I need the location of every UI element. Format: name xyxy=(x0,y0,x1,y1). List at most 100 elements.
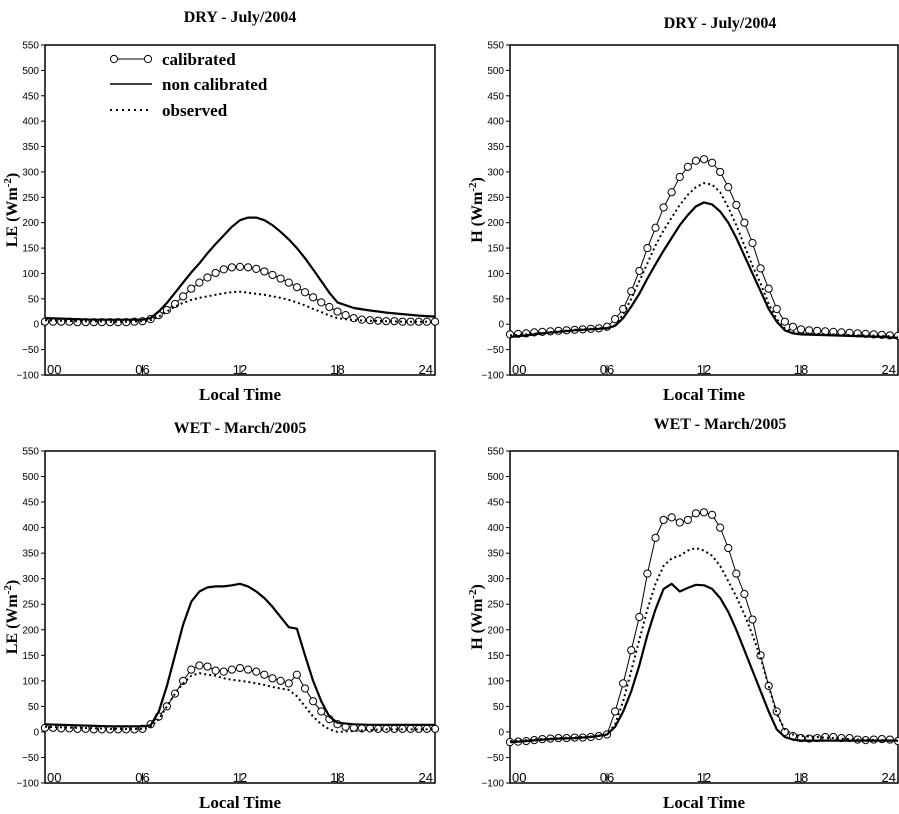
y-tick-label: −50 xyxy=(22,345,39,356)
x-tick-label: 00 xyxy=(47,770,61,785)
y-tick-label: 100 xyxy=(22,676,39,687)
data-point-calibrated xyxy=(699,508,709,517)
y-tick-label: 300 xyxy=(487,574,504,585)
y-tick-label: 400 xyxy=(487,117,504,128)
legend-label: calibrated xyxy=(162,50,236,69)
data-point-calibrated xyxy=(187,284,196,293)
data-point-calibrated xyxy=(659,515,668,525)
x-axis-label: Local Time xyxy=(199,793,281,812)
data-point-calibrated xyxy=(764,284,773,293)
y-tick-label: 450 xyxy=(487,498,504,509)
data-point-calibrated xyxy=(227,665,236,674)
series-line-calibrated xyxy=(45,266,435,323)
data-point-calibrated xyxy=(179,676,188,685)
x-tick-label: 24 xyxy=(419,770,433,785)
y-tick-label: 550 xyxy=(22,447,39,458)
data-point-calibrated xyxy=(317,298,326,307)
data-point-calibrated xyxy=(406,724,415,733)
chart-title: DRY - July/2004 xyxy=(184,9,297,26)
data-point-calibrated xyxy=(643,243,652,253)
y-tick-label: 0 xyxy=(498,320,504,331)
data-point-calibrated xyxy=(732,200,741,210)
legend-item-observed: observed xyxy=(110,101,228,120)
data-point-calibrated xyxy=(610,315,620,324)
y-tick-label: 350 xyxy=(487,549,504,560)
y-tick-label: −50 xyxy=(22,753,39,764)
data-point-calibrated xyxy=(300,288,310,297)
x-tick-label: 00 xyxy=(512,362,526,377)
x-tick-label: 12 xyxy=(233,362,247,377)
x-axis-label: Local Time xyxy=(199,385,281,404)
y-axis-label-sup: -2 xyxy=(467,589,479,599)
data-point-calibrated xyxy=(619,679,628,688)
series-line-non-calibrated xyxy=(509,582,898,744)
data-point-calibrated xyxy=(235,663,245,673)
data-point-calibrated xyxy=(179,292,188,301)
data-point-calibrated xyxy=(260,670,269,679)
data-point-calibrated xyxy=(227,263,236,272)
legend-label: non calibrated xyxy=(162,75,268,94)
data-point-calibrated xyxy=(309,697,318,706)
data-point-calibrated xyxy=(325,302,334,312)
data-point-calibrated xyxy=(211,666,220,675)
y-tick-label: 250 xyxy=(487,600,504,611)
data-point-calibrated xyxy=(195,661,204,670)
chart-title: WET - March/2005 xyxy=(174,420,307,437)
y-axis-label-main: LE (Wm xyxy=(4,187,21,248)
data-point-calibrated xyxy=(691,509,701,518)
data-point-calibrated xyxy=(268,270,277,280)
x-tick-label: 18 xyxy=(330,362,344,377)
series-line-non-calibrated xyxy=(44,216,436,321)
data-point-calibrated xyxy=(772,304,781,314)
y-tick-label: −100 xyxy=(481,371,504,382)
x-tick-label: 18 xyxy=(330,770,344,785)
data-point-calibrated xyxy=(211,268,220,278)
data-point-calibrated xyxy=(683,162,692,171)
data-point-calibrated xyxy=(788,322,798,331)
data-point-calibrated xyxy=(635,266,644,276)
y-axis-label: H (Wm-2) xyxy=(467,177,486,243)
x-tick-label: 24 xyxy=(882,770,896,785)
data-point-calibrated xyxy=(643,569,652,578)
chart-title: DRY - July/2004 xyxy=(664,15,777,32)
y-tick-label: 0 xyxy=(33,320,39,331)
data-point-calibrated xyxy=(764,681,773,691)
data-point-calibrated xyxy=(292,283,301,292)
data-point-calibrated xyxy=(627,646,636,655)
series-line-non-calibrated xyxy=(44,582,435,728)
data-point-calibrated xyxy=(162,702,171,711)
y-tick-label: 250 xyxy=(22,193,39,204)
data-point-calibrated xyxy=(732,569,741,578)
data-point-calibrated xyxy=(635,612,644,622)
y-tick-label: 0 xyxy=(33,727,39,738)
y-axis-label-main: H (Wm xyxy=(469,191,486,243)
data-point-calibrated xyxy=(756,264,765,273)
y-tick-label: −100 xyxy=(16,371,39,382)
data-point-calibrated xyxy=(675,172,684,182)
y-tick-label: 550 xyxy=(487,447,504,458)
data-point-calibrated xyxy=(203,273,212,282)
y-tick-label: 400 xyxy=(22,523,39,534)
y-tick-label: 300 xyxy=(487,167,504,178)
data-point-calibrated xyxy=(748,238,757,248)
y-tick-label: 150 xyxy=(22,244,39,255)
data-point-calibrated xyxy=(667,513,676,522)
data-point-calibrated xyxy=(716,523,725,532)
y-tick-label: 350 xyxy=(22,142,39,153)
y-tick-label: 100 xyxy=(487,269,504,280)
plot-frame xyxy=(509,450,899,784)
y-tick-label: 100 xyxy=(487,676,504,687)
y-tick-label: 150 xyxy=(22,651,39,662)
data-point-calibrated xyxy=(203,662,212,671)
y-tick-label: 300 xyxy=(22,167,39,178)
data-point-calibrated xyxy=(244,665,253,674)
x-tick-label: 24 xyxy=(882,362,896,377)
series-line-calibrated xyxy=(509,158,899,337)
data-point-calibrated xyxy=(244,263,253,272)
chart-dry-h: DRY - July/20045505004504003503002502001… xyxy=(467,15,899,404)
data-point-calibrated xyxy=(374,724,383,733)
data-point-calibrated xyxy=(162,305,171,315)
y-tick-label: 250 xyxy=(22,600,39,611)
y-axis-label: H (Wm-2) xyxy=(467,584,486,650)
